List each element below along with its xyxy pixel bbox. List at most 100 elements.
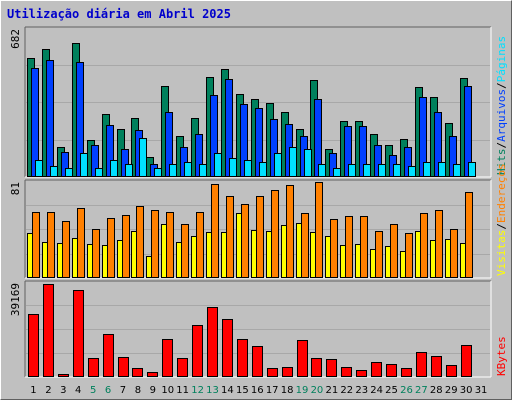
bar-kbytes-day-10 xyxy=(162,339,173,377)
legend-item-2-0: KBytes xyxy=(495,336,508,376)
bar-endereços-day-21 xyxy=(330,219,338,278)
day-label-17: 17 xyxy=(266,385,279,396)
bar-endereços-day-2 xyxy=(47,212,55,278)
bar-endereços-day-6 xyxy=(107,218,115,278)
day-label-5: 5 xyxy=(90,385,96,396)
bar-kbytes-day-21 xyxy=(326,359,337,377)
bar-endereços-day-5 xyxy=(92,229,100,278)
day-label-7: 7 xyxy=(120,385,126,396)
bar-páginas-day-30 xyxy=(468,162,476,177)
bar-páginas-day-2 xyxy=(50,166,58,177)
bar-endereços-day-19 xyxy=(301,213,309,278)
bar-páginas-day-18 xyxy=(289,147,297,177)
bar-endereços-day-20 xyxy=(315,182,323,278)
day-label-18: 18 xyxy=(281,385,294,396)
bar-kbytes-day-15 xyxy=(237,339,248,377)
bar-kbytes-day-8 xyxy=(132,368,143,377)
bar-endereços-day-24 xyxy=(375,231,383,278)
bar-páginas-day-22 xyxy=(348,164,356,177)
bar-kbytes-day-11 xyxy=(177,358,188,377)
legend-item-0-4: Páginas xyxy=(495,36,508,82)
bar-páginas-day-21 xyxy=(333,168,341,177)
bar-páginas-day-16 xyxy=(259,162,267,177)
bar-kbytes-day-1 xyxy=(28,314,39,377)
bar-kbytes-day-23 xyxy=(356,370,367,377)
day-label-8: 8 xyxy=(135,385,141,396)
bar-endereços-day-3 xyxy=(62,221,70,278)
day-label-10: 10 xyxy=(161,385,174,396)
bar-endereços-day-18 xyxy=(286,185,294,278)
bar-kbytes-day-9 xyxy=(147,372,158,377)
bar-endereços-day-16 xyxy=(256,196,264,278)
day-label-22: 22 xyxy=(340,385,353,396)
bar-endereços-day-29 xyxy=(450,229,458,278)
bar-páginas-day-4 xyxy=(80,153,88,177)
bar-endereços-day-10 xyxy=(166,212,174,278)
bar-kbytes-day-5 xyxy=(88,358,99,377)
day-label-6: 6 xyxy=(105,385,111,396)
bar-endereços-day-26 xyxy=(405,233,413,278)
legend-middle: Visitas/Endereços xyxy=(495,163,508,276)
legend-item-0-3: / xyxy=(495,82,508,89)
day-label-19: 19 xyxy=(296,385,309,396)
bar-páginas-day-11 xyxy=(184,162,192,177)
bar-páginas-day-20 xyxy=(318,164,326,177)
bar-kbytes-day-19 xyxy=(297,340,308,377)
day-label-25: 25 xyxy=(385,385,398,396)
bar-endereços-day-30 xyxy=(465,192,473,278)
day-label-12: 12 xyxy=(191,385,204,396)
bar-kbytes-day-25 xyxy=(386,364,397,377)
bar-kbytes-day-4 xyxy=(73,290,84,377)
bar-kbytes-day-2 xyxy=(43,284,54,377)
bar-páginas-day-17 xyxy=(274,153,282,177)
bar-páginas-day-3 xyxy=(65,168,73,177)
bar-endereços-day-4 xyxy=(77,208,85,278)
bar-endereços-day-13 xyxy=(211,184,219,278)
bar-páginas-day-10 xyxy=(169,164,177,177)
day-label-3: 3 xyxy=(60,385,66,396)
bar-kbytes-day-28 xyxy=(431,356,442,377)
bar-endereços-day-7 xyxy=(122,215,130,278)
bar-endereços-day-14 xyxy=(226,196,234,278)
bar-kbytes-day-27 xyxy=(416,352,427,377)
bar-páginas-day-5 xyxy=(95,168,103,177)
bar-arquivos-day-2 xyxy=(46,60,54,177)
bar-páginas-day-28 xyxy=(438,162,446,177)
bar-endereços-day-28 xyxy=(435,210,443,278)
bar-endereços-day-12 xyxy=(196,212,204,278)
bar-páginas-day-1 xyxy=(35,160,43,177)
bar-kbytes-day-17 xyxy=(267,368,278,377)
legend-item-1-2: Endereços xyxy=(495,163,508,223)
bar-páginas-day-12 xyxy=(199,164,207,177)
bar-kbytes-day-7 xyxy=(118,357,129,377)
bar-páginas-day-19 xyxy=(304,149,312,177)
panel-2-max-label: 81 xyxy=(9,182,22,195)
bar-endereços-day-8 xyxy=(136,206,144,278)
panel-1-max-label: 682 xyxy=(9,29,22,49)
day-label-20: 20 xyxy=(311,385,324,396)
day-label-2: 2 xyxy=(45,385,51,396)
bar-kbytes-day-6 xyxy=(103,334,114,377)
bar-endereços-day-15 xyxy=(241,204,249,278)
day-label-11: 11 xyxy=(176,385,189,396)
day-label-16: 16 xyxy=(251,385,264,396)
bar-páginas-day-7 xyxy=(125,164,133,177)
bar-kbytes-day-29 xyxy=(446,365,457,377)
bar-endereços-day-23 xyxy=(360,216,368,278)
bar-endereços-day-11 xyxy=(181,224,189,278)
bar-kbytes-day-18 xyxy=(282,367,293,377)
legend-item-0-0: Hits xyxy=(495,149,508,176)
day-label-28: 28 xyxy=(430,385,443,396)
day-label-23: 23 xyxy=(355,385,368,396)
legend-item-1-0: Visitas xyxy=(495,230,508,276)
panel-3-max-label: 39169 xyxy=(9,283,22,316)
day-label-9: 9 xyxy=(150,385,156,396)
bar-páginas-day-14 xyxy=(229,158,237,177)
bar-kbytes-day-20 xyxy=(311,358,322,377)
legend-top: Hits/Arquivos/Páginas xyxy=(495,36,508,175)
bar-páginas-day-26 xyxy=(408,166,416,177)
day-label-4: 4 xyxy=(75,385,81,396)
bar-endereços-day-1 xyxy=(32,212,40,278)
day-label-15: 15 xyxy=(236,385,249,396)
